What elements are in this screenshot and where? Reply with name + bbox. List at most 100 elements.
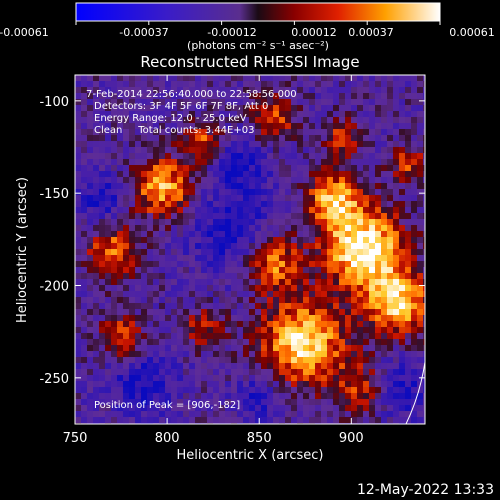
heatmap-pixel: [411, 339, 417, 345]
heatmap-pixel: [279, 417, 285, 423]
heatmap-pixel: [195, 327, 201, 333]
heatmap-pixel: [99, 333, 105, 339]
heatmap-pixel: [387, 93, 393, 99]
heatmap-pixel: [369, 273, 375, 279]
heatmap-pixel: [255, 75, 261, 81]
heatmap-pixel: [105, 141, 111, 147]
heatmap-pixel: [219, 147, 225, 153]
heatmap-pixel: [369, 345, 375, 351]
heatmap-pixel: [309, 237, 315, 243]
heatmap-pixel: [111, 219, 117, 225]
heatmap-pixel: [279, 393, 285, 399]
heatmap-pixel: [231, 135, 237, 141]
heatmap-pixel: [375, 267, 381, 273]
heatmap-pixel: [363, 309, 369, 315]
heatmap-pixel: [315, 327, 321, 333]
heatmap-pixel: [81, 399, 87, 405]
heatmap-pixel: [267, 369, 273, 375]
heatmap-pixel: [237, 75, 243, 81]
heatmap-pixel: [273, 153, 279, 159]
heatmap-pixel: [405, 129, 411, 135]
heatmap-pixel: [87, 225, 93, 231]
heatmap-pixel: [357, 231, 363, 237]
heatmap-pixel: [255, 351, 261, 357]
heatmap-pixel: [111, 405, 117, 411]
heatmap-pixel: [393, 411, 399, 417]
heatmap-pixel: [135, 213, 141, 219]
heatmap-pixel: [249, 297, 255, 303]
heatmap-pixel: [423, 75, 425, 81]
heatmap-pixel: [405, 345, 411, 351]
heatmap-pixel: [393, 213, 399, 219]
heatmap-pixel: [393, 129, 399, 135]
heatmap-pixel: [243, 243, 249, 249]
heatmap-pixel: [357, 405, 363, 411]
heatmap-pixel: [411, 405, 417, 411]
heatmap-pixel: [99, 159, 105, 165]
heatmap-pixel: [159, 273, 165, 279]
heatmap-pixel: [333, 147, 339, 153]
heatmap-pixel: [153, 111, 159, 117]
heatmap-pixel: [123, 135, 129, 141]
heatmap-pixel: [231, 387, 237, 393]
heatmap-pixel: [177, 333, 183, 339]
heatmap-pixel: [303, 351, 309, 357]
heatmap-pixel: [159, 87, 165, 93]
heatmap-pixel: [357, 207, 363, 213]
heatmap-pixel: [273, 393, 279, 399]
heatmap-pixel: [309, 135, 315, 141]
heatmap-pixel: [81, 327, 87, 333]
heatmap-pixel: [405, 195, 411, 201]
heatmap-pixel: [297, 285, 303, 291]
heatmap-pixel: [357, 237, 363, 243]
heatmap-pixel: [165, 405, 171, 411]
heatmap-pixel: [423, 273, 425, 279]
heatmap-pixel: [333, 207, 339, 213]
heatmap-pixel: [321, 393, 327, 399]
heatmap-pixel: [411, 267, 417, 273]
heatmap-pixel: [255, 321, 261, 327]
heatmap-pixel: [285, 225, 291, 231]
heatmap-pixel: [297, 99, 303, 105]
heatmap-pixel: [357, 369, 363, 375]
heatmap-pixel: [417, 303, 423, 309]
heatmap-pixel: [285, 279, 291, 285]
heatmap-pixel: [213, 237, 219, 243]
heatmap-pixel: [147, 201, 153, 207]
heatmap-pixel: [147, 351, 153, 357]
heatmap-pixel: [141, 81, 147, 87]
heatmap-pixel: [111, 105, 117, 111]
heatmap-pixel: [297, 417, 303, 423]
heatmap-pixel: [285, 171, 291, 177]
heatmap-pixel: [171, 87, 177, 93]
heatmap-pixel: [123, 243, 129, 249]
heatmap-pixel: [339, 111, 345, 117]
heatmap-pixel: [249, 177, 255, 183]
y-tick-label: -100: [39, 95, 69, 110]
heatmap-pixel: [387, 207, 393, 213]
heatmap-pixel: [273, 201, 279, 207]
heatmap-pixel: [81, 255, 87, 261]
heatmap-pixel: [207, 195, 213, 201]
heatmap-pixel: [99, 273, 105, 279]
heatmap-pixel: [411, 345, 417, 351]
heatmap-pixel: [273, 117, 279, 123]
heatmap-pixel: [357, 99, 363, 105]
heatmap-pixel: [261, 105, 267, 111]
heatmap-pixel: [273, 357, 279, 363]
heatmap-pixel: [249, 375, 255, 381]
heatmap-pixel: [417, 369, 423, 375]
heatmap-pixel: [171, 177, 177, 183]
heatmap-pixel: [231, 363, 237, 369]
heatmap-pixel: [363, 147, 369, 153]
heatmap-pixel: [201, 171, 207, 177]
heatmap-pixel: [123, 399, 129, 405]
heatmap-pixel: [153, 81, 159, 87]
heatmap-pixel: [393, 339, 399, 345]
heatmap-pixel: [213, 243, 219, 249]
heatmap-pixel: [405, 375, 411, 381]
heatmap-pixel: [417, 93, 423, 99]
heatmap-pixel: [171, 231, 177, 237]
heatmap-pixel: [273, 159, 279, 165]
heatmap-pixel: [171, 135, 177, 141]
